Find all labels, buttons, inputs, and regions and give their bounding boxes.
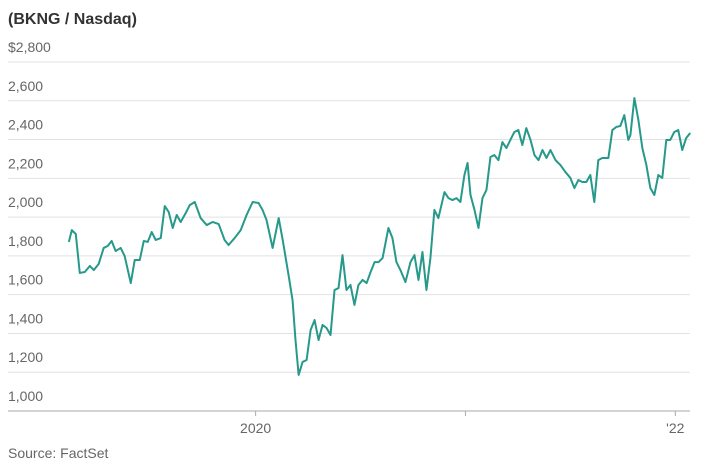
x-tick-label: 2020 (240, 420, 271, 436)
source: Source: FactSet (8, 445, 108, 461)
chart-title: (BKNG / Nasdaq) (8, 11, 137, 28)
y-tick-label: $2,800 (8, 39, 51, 55)
y-tick-label: 2,000 (8, 194, 43, 210)
x-tick-label: '22 (666, 420, 684, 436)
y-tick-label: 2,200 (8, 155, 43, 171)
y-tick-label: 2,600 (8, 78, 43, 94)
y-tick-label: 1,800 (8, 233, 43, 249)
y-tick-label: 1,600 (8, 272, 43, 288)
y-tick-label: 1,200 (8, 349, 43, 365)
price-line (67, 97, 691, 376)
y-tick-label: 1,400 (8, 310, 43, 326)
y-tick-label: 1,000 (8, 388, 43, 404)
y-tick-label: 2,400 (8, 117, 43, 133)
